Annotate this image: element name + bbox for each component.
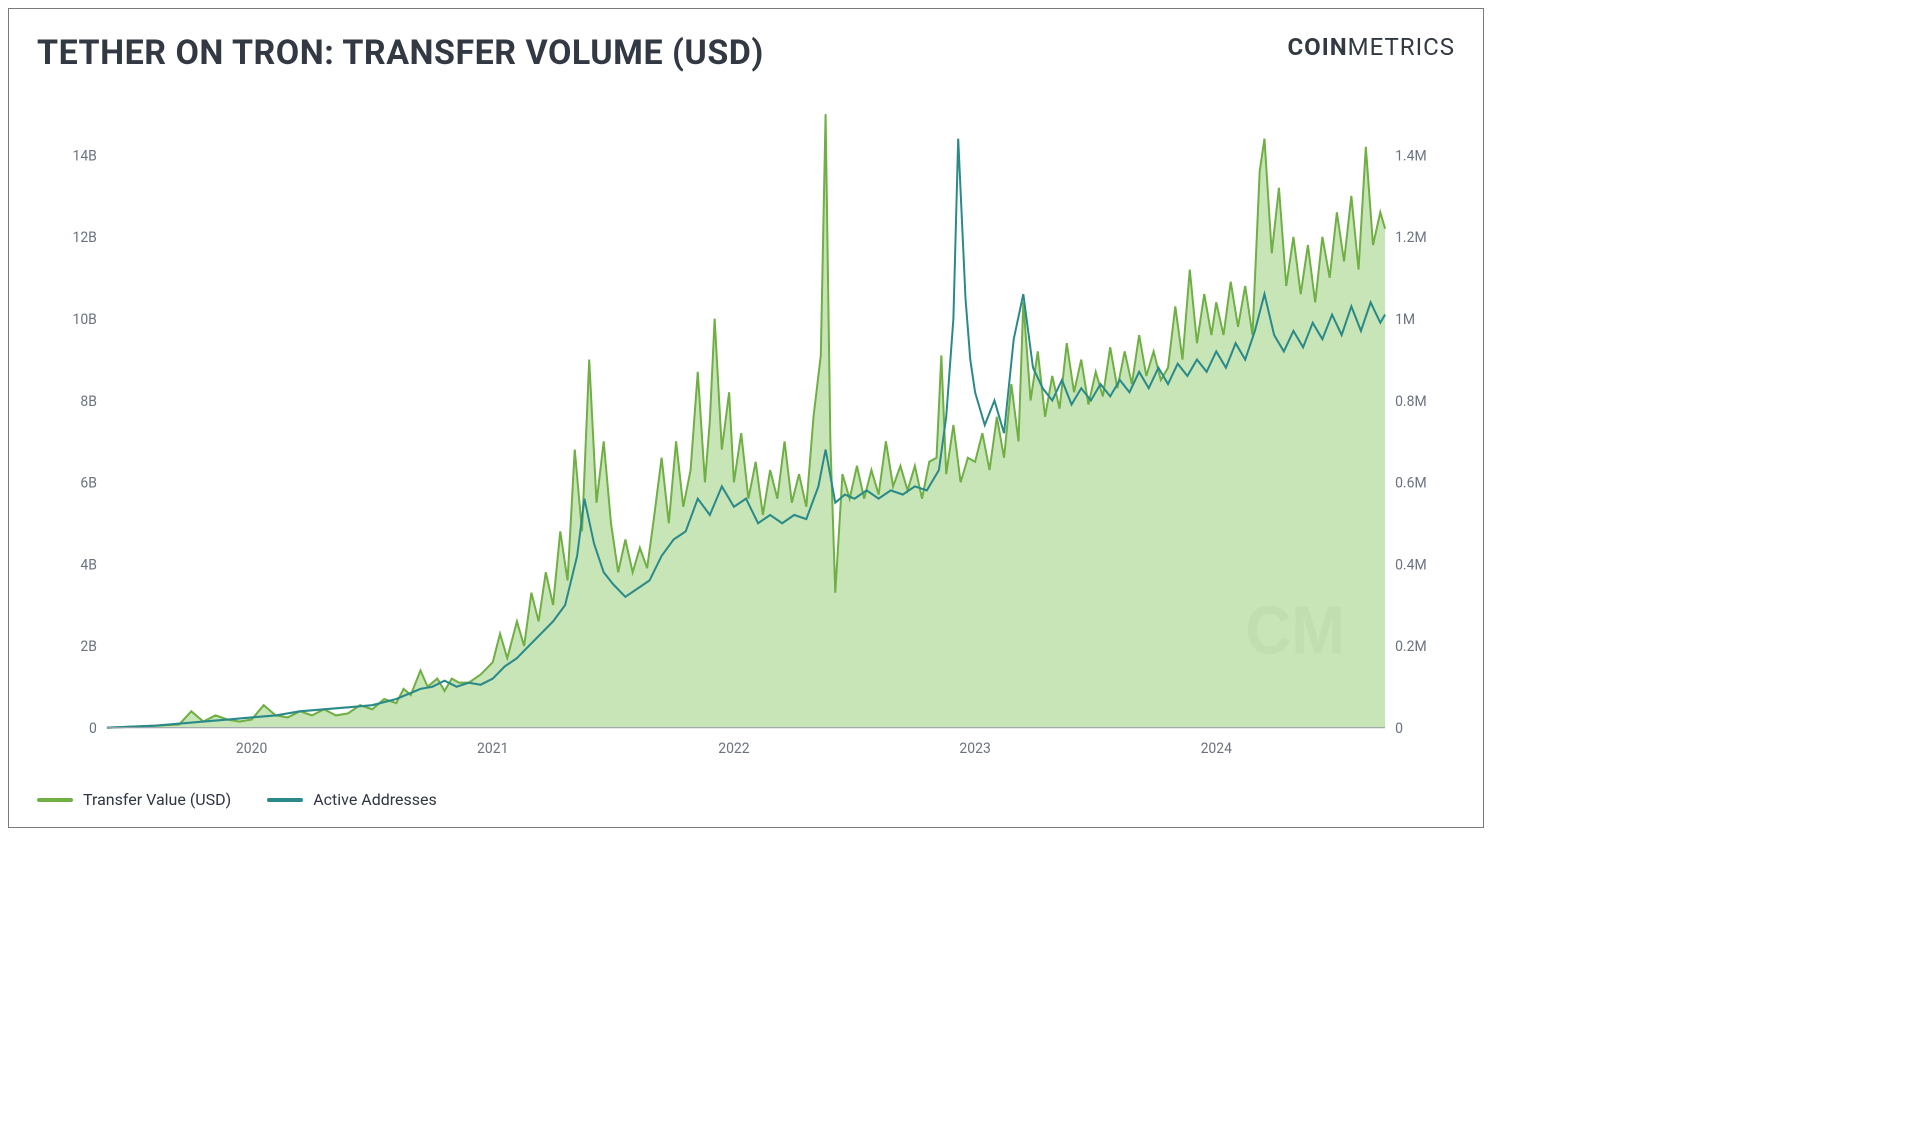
svg-text:0: 0 (1395, 720, 1403, 737)
svg-text:4B: 4B (80, 556, 97, 573)
svg-text:1.2M: 1.2M (1395, 229, 1427, 246)
svg-text:10B: 10B (72, 311, 96, 328)
svg-text:2020: 2020 (236, 740, 267, 757)
x-axis: 2020 2021 2022 2023 2024 (236, 740, 1232, 757)
svg-text:2022: 2022 (718, 740, 749, 757)
svg-text:0.4M: 0.4M (1395, 556, 1427, 573)
legend-swatch-2 (267, 798, 303, 802)
svg-text:2B: 2B (80, 638, 97, 655)
svg-text:0: 0 (89, 720, 97, 737)
svg-text:0.6M: 0.6M (1395, 474, 1427, 491)
header: TETHER ON TRON: TRANSFER VOLUME (USD) CO… (37, 33, 1455, 73)
svg-text:2024: 2024 (1201, 740, 1232, 757)
chart-svg: CM02B4B6B8B10B12B14B00.2M0.4M0.6M0.8M1M1… (37, 93, 1455, 770)
svg-text:0.2M: 0.2M (1395, 638, 1427, 655)
brand-logo: COINMETRICS (1287, 33, 1455, 61)
svg-text:12B: 12B (72, 229, 96, 246)
svg-text:0.8M: 0.8M (1395, 392, 1427, 409)
legend-item-transfer-value: Transfer Value (USD) (37, 790, 231, 809)
svg-text:1M: 1M (1395, 311, 1415, 328)
chart-title: TETHER ON TRON: TRANSFER VOLUME (USD) (37, 33, 764, 73)
chart-area: CM02B4B6B8B10B12B14B00.2M0.4M0.6M0.8M1M1… (37, 93, 1455, 770)
y-axis-left: 0 2B 4B 6B 8B 10B 12B 14B (72, 147, 96, 737)
svg-text:1.4M: 1.4M (1395, 147, 1427, 164)
brand-bold: COIN (1287, 33, 1347, 61)
legend-label-2: Active Addresses (313, 790, 437, 809)
chart-card: TETHER ON TRON: TRANSFER VOLUME (USD) CO… (8, 8, 1484, 828)
series-transfer-value-area (107, 114, 1385, 728)
brand-light: METRICS (1348, 33, 1455, 61)
legend-swatch-1 (37, 798, 73, 802)
y-axis-right: 0 0.2M 0.4M 0.6M 0.8M 1M 1.2M 1.4M (1395, 147, 1427, 737)
legend-label-1: Transfer Value (USD) (83, 790, 231, 809)
legend-item-active-addresses: Active Addresses (267, 790, 437, 809)
svg-text:6B: 6B (80, 474, 97, 491)
svg-text:2023: 2023 (959, 740, 990, 757)
svg-text:8B: 8B (80, 392, 97, 409)
svg-text:14B: 14B (72, 147, 96, 164)
legend: Transfer Value (USD) Active Addresses (37, 788, 1455, 809)
svg-text:2021: 2021 (477, 740, 508, 757)
